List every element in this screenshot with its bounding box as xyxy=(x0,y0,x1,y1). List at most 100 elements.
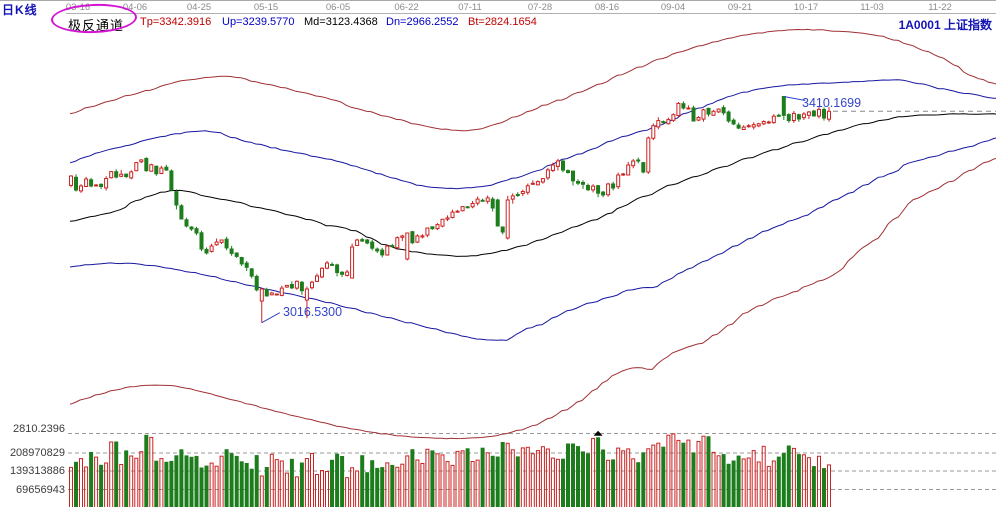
candle-body xyxy=(801,113,806,119)
candle-body xyxy=(94,184,99,187)
volume-bar xyxy=(791,447,796,507)
volume-bar xyxy=(631,458,636,507)
candle-body xyxy=(786,114,791,122)
candle-body xyxy=(129,171,134,179)
volume-bar xyxy=(681,442,686,507)
volume-bar xyxy=(676,439,681,507)
candle-body xyxy=(310,281,314,289)
candle-body xyxy=(626,164,631,176)
candle-body xyxy=(234,252,239,257)
volume-bar xyxy=(651,444,656,507)
candle-body xyxy=(591,185,596,191)
candle-body xyxy=(731,119,736,125)
indicator-value-md: Md=3123.4368 xyxy=(304,16,378,28)
volume-bar xyxy=(576,446,580,507)
candle-body xyxy=(566,170,570,174)
volume-bar xyxy=(244,463,249,507)
channel-line-up xyxy=(69,79,996,190)
channel-line-bt xyxy=(69,157,996,440)
volume-bar xyxy=(500,442,505,507)
candle-body xyxy=(174,191,179,206)
candle-body xyxy=(811,110,816,117)
volume-bar xyxy=(480,447,485,507)
candle-body xyxy=(214,241,219,246)
volume-bar xyxy=(666,434,671,507)
volume-bar xyxy=(736,455,741,507)
candle-body xyxy=(716,108,721,113)
candle-body xyxy=(616,174,621,188)
candle-body xyxy=(736,124,741,129)
candle-body xyxy=(485,197,490,202)
volume-bar xyxy=(189,456,194,507)
volume-signal-marker xyxy=(593,430,603,436)
candle-body xyxy=(79,185,83,192)
date-tick-label: 06-22 xyxy=(394,2,419,13)
volume-bar xyxy=(209,462,214,507)
candle-body xyxy=(601,191,606,196)
volume-bar xyxy=(124,450,129,507)
volume-bar xyxy=(109,441,114,507)
volume-bar xyxy=(425,448,430,507)
volume-bar xyxy=(310,452,314,507)
candle-body xyxy=(345,271,350,276)
volume-bar xyxy=(320,470,324,507)
volume-bar xyxy=(641,452,646,507)
candle-body xyxy=(159,167,164,174)
volume-bar xyxy=(822,468,826,507)
candle-body xyxy=(360,239,365,242)
date-tick-label: 11-03 xyxy=(860,2,884,13)
candle-body xyxy=(229,248,234,254)
date-tick-label: 05-15 xyxy=(253,2,279,13)
volume-bar xyxy=(380,467,385,507)
candle-body xyxy=(400,235,405,238)
candle-body xyxy=(244,262,249,268)
volume-bar xyxy=(581,451,585,507)
volume-bar xyxy=(460,450,465,507)
volume-bar xyxy=(224,449,229,507)
volume-bar xyxy=(214,465,219,507)
volume-bar xyxy=(259,475,264,507)
candle-body xyxy=(184,219,189,227)
candle-body xyxy=(540,178,545,183)
candle-body xyxy=(561,160,565,171)
volume-bar xyxy=(561,458,565,507)
date-tick-label: 04-25 xyxy=(186,2,212,13)
candle-body xyxy=(776,114,781,117)
volume-bar xyxy=(365,472,370,507)
candle-body xyxy=(144,157,149,172)
date-axis-underline xyxy=(66,13,996,14)
candle-body xyxy=(515,194,520,196)
symbol-title[interactable]: 1A0001 上证指数 xyxy=(898,18,992,32)
candle-body xyxy=(179,205,184,220)
candle-body xyxy=(279,287,284,296)
candle-body xyxy=(475,198,480,204)
volume-bar xyxy=(69,466,73,507)
volume-bar xyxy=(761,445,766,507)
volume-bar xyxy=(525,446,530,507)
candle-body xyxy=(375,248,380,252)
indicator-name[interactable]: 极反通道 xyxy=(68,18,125,33)
date-tick-label: 10-17 xyxy=(793,2,819,13)
volume-bar xyxy=(555,458,560,507)
candle-body xyxy=(405,232,410,260)
candle-body xyxy=(525,185,530,193)
volume-bar xyxy=(335,453,340,507)
candle-body xyxy=(656,120,661,128)
volume-bar xyxy=(129,455,134,507)
candle-body xyxy=(204,248,209,254)
candle-body xyxy=(69,175,73,186)
candle-body xyxy=(611,183,616,189)
volume-bar xyxy=(786,445,791,507)
volume-bar xyxy=(505,442,510,507)
volume-bar xyxy=(284,472,289,507)
volume-bar xyxy=(596,437,601,507)
candle-body xyxy=(651,125,656,139)
candle-body xyxy=(269,292,274,296)
candle-body xyxy=(450,211,455,219)
candle-body xyxy=(505,199,510,239)
volume-bar xyxy=(420,463,425,507)
volume-bar xyxy=(350,467,355,507)
volume-bar xyxy=(545,448,550,507)
volume-bar xyxy=(315,474,319,507)
